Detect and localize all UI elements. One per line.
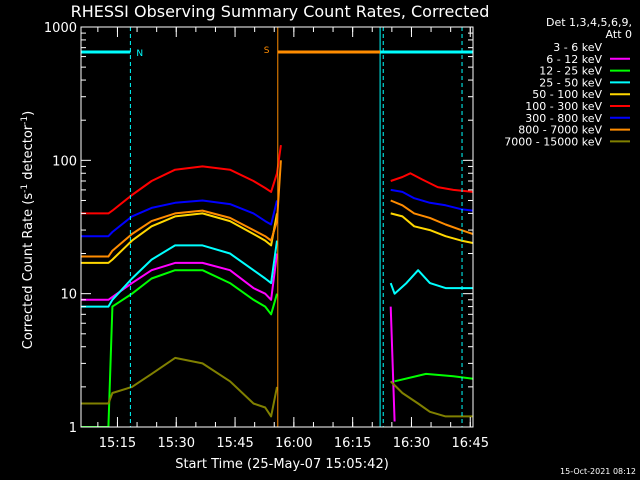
legend-header-line-1: Det 1,3,4,5,6,9,: [546, 16, 632, 29]
series-line-8: [81, 160, 473, 258]
legend-label-3: 12 - 25 keV: [539, 65, 602, 78]
legend-label-4: 25 - 50 keV: [539, 76, 602, 89]
y-axis-label-sup1: -1: [20, 184, 30, 193]
y-tick-label: 10: [60, 288, 77, 303]
x-tick-label: 16:30: [393, 436, 430, 451]
series-line-5: [81, 212, 473, 264]
y-axis-label-main: Corrected Count Rate (s: [21, 193, 36, 350]
x-tick-label: 15:45: [216, 436, 253, 451]
saa-label: S: [264, 46, 270, 56]
x-tick-label: 16:00: [275, 436, 312, 451]
x-tick-label: 15:15: [99, 436, 136, 451]
y-tick-label: 1000: [44, 21, 77, 36]
marker-layer: SN: [81, 27, 473, 427]
legend-label-2: 6 - 12 keV: [546, 53, 602, 66]
chart-title: RHESSI Observing Summary Count Rates, Co…: [71, 2, 490, 21]
y-axis-label-end: ): [21, 111, 36, 116]
series-line-4: [81, 240, 473, 308]
y-tick-label: 1: [69, 421, 77, 436]
x-axis-label: Start Time (25-May-07 15:05:42): [175, 457, 389, 472]
series-layer: [81, 144, 473, 427]
y-axis-label-sup2: -1: [20, 116, 30, 125]
y-tick-label: 100: [52, 154, 77, 169]
y-axis-label: Corrected Count Rate (s-1 detector-1): [20, 111, 36, 349]
series-line-2: [81, 253, 396, 422]
series-line-6: [81, 144, 473, 215]
plot-frame: [80, 26, 474, 428]
x-tick-label: 16:15: [334, 436, 371, 451]
legend-header-line-2: Att 0: [606, 28, 632, 41]
legend-label-9: 7000 - 15000 keV: [504, 135, 602, 148]
footer-date: 15-Oct-2021 08:12: [560, 467, 636, 476]
x-tick-label: 15:30: [158, 436, 195, 451]
y-axis-label-mid: detector: [21, 124, 36, 184]
legend-label-1: 3 - 6 keV: [553, 41, 602, 54]
legend-label-5: 50 - 100 keV: [532, 88, 602, 101]
legend-label-8: 800 - 7000 keV: [518, 124, 602, 137]
legend-label-7: 300 - 800 keV: [525, 112, 602, 125]
series-line-7: [81, 188, 473, 238]
night-label: N: [136, 49, 143, 59]
series-line-9: [81, 356, 473, 418]
axis-layer: 1 10 100 1000 15:15 15:30 15:45 16:00 16:15 16:30…: [44, 21, 489, 451]
x-tick-label: 16:45: [452, 436, 489, 451]
series-line-3: [81, 269, 473, 427]
legend-label-6: 100 - 300 keV: [525, 100, 602, 113]
